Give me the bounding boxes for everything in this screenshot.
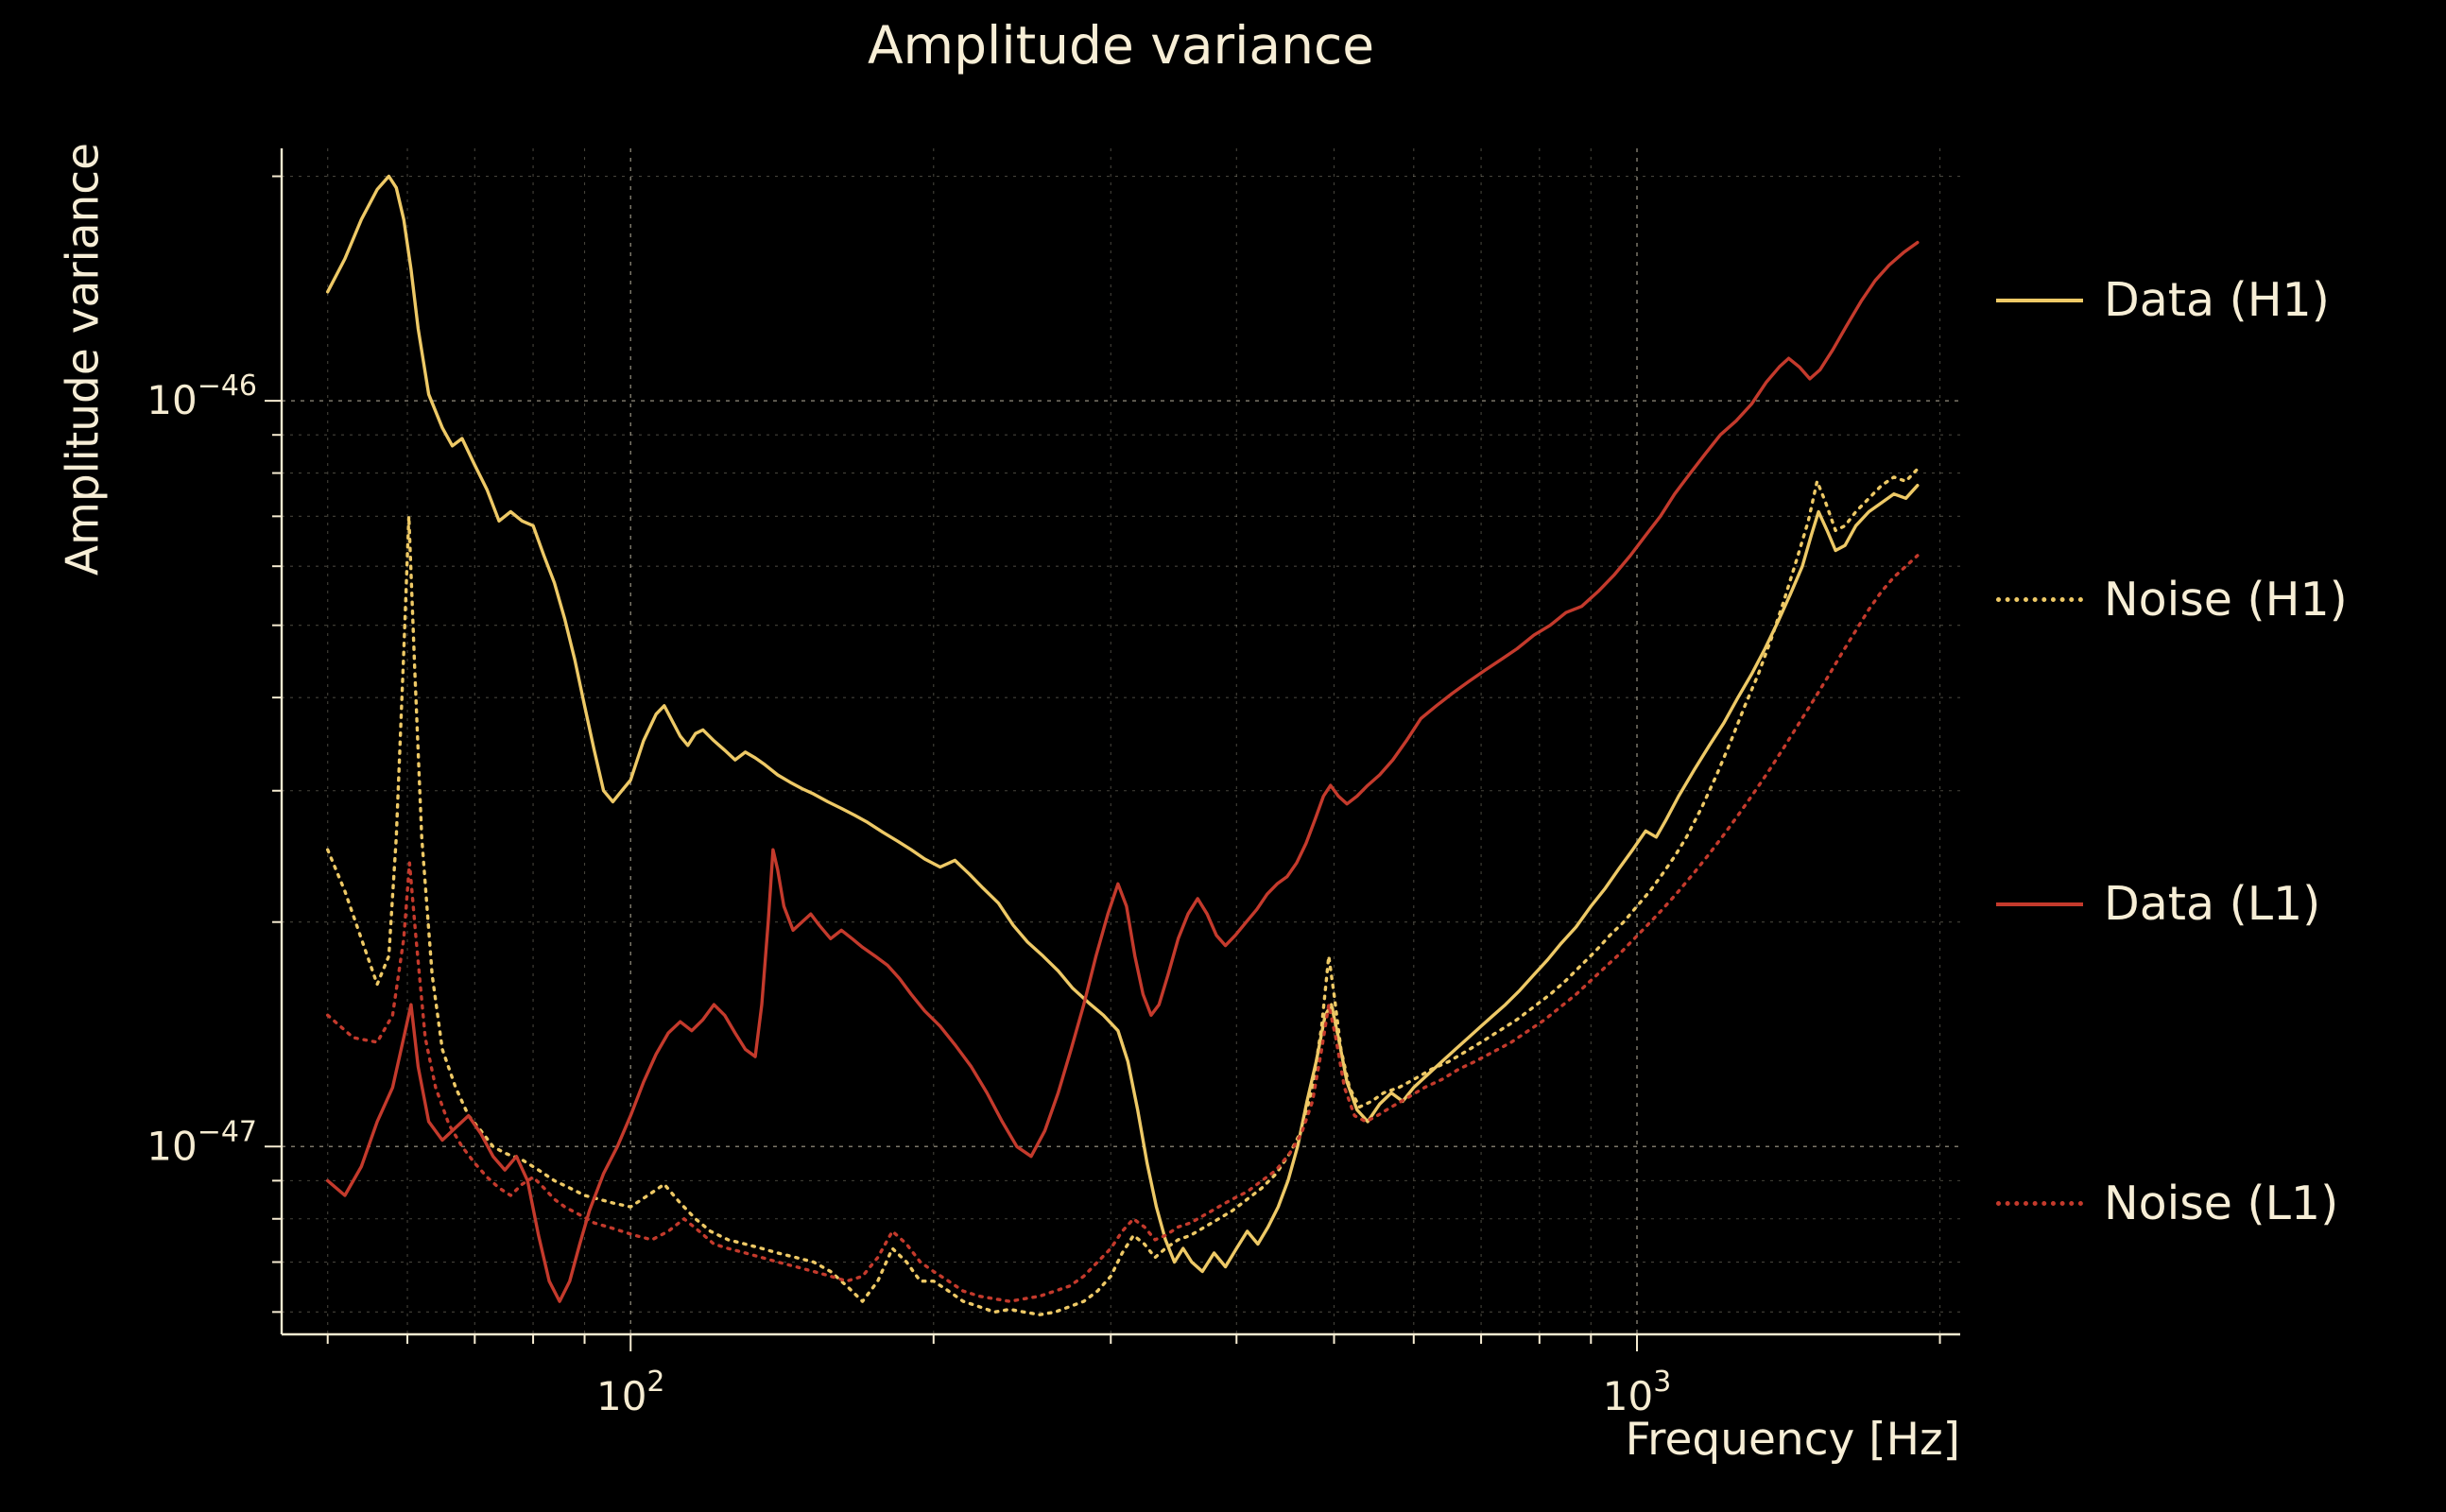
x-tick-label: 103 xyxy=(1603,1366,1672,1419)
x-axis-label: Frequency [Hz] xyxy=(1625,1414,1960,1466)
legend-item-noise-l1: Noise (L1) xyxy=(1996,1177,2338,1230)
y-tick-label: 10−46 xyxy=(146,369,257,423)
series-line-data-l1 xyxy=(326,240,1920,1303)
chart-title: Amplitude variance xyxy=(867,15,1375,76)
series-line-data-h1 xyxy=(326,174,1920,1274)
series-line-noise-l1 xyxy=(326,554,1920,1303)
x-tick-label: 102 xyxy=(596,1366,665,1419)
series-line-noise-h1 xyxy=(326,467,1920,1316)
legend-dotted-line-sample xyxy=(1996,597,2083,602)
legend-solid-line-sample xyxy=(1996,298,2083,302)
y-axis-label: Amplitude variance xyxy=(57,142,110,576)
legend-item-data-h1: Data (H1) xyxy=(1996,273,2330,327)
legend-item-data-l1: Data (L1) xyxy=(1996,877,2320,931)
legend-item-noise-h1: Noise (H1) xyxy=(1996,573,2348,627)
legend-label: Noise (L1) xyxy=(2104,1177,2339,1230)
legend-label: Data (H1) xyxy=(2104,273,2330,327)
legend-label: Noise (H1) xyxy=(2104,573,2348,627)
legend-dotted-line-sample xyxy=(1996,1201,2083,1206)
legend-solid-line-sample xyxy=(1996,902,2083,906)
y-tick-label: 10−47 xyxy=(146,1115,257,1169)
legend-label: Data (L1) xyxy=(2104,877,2321,931)
